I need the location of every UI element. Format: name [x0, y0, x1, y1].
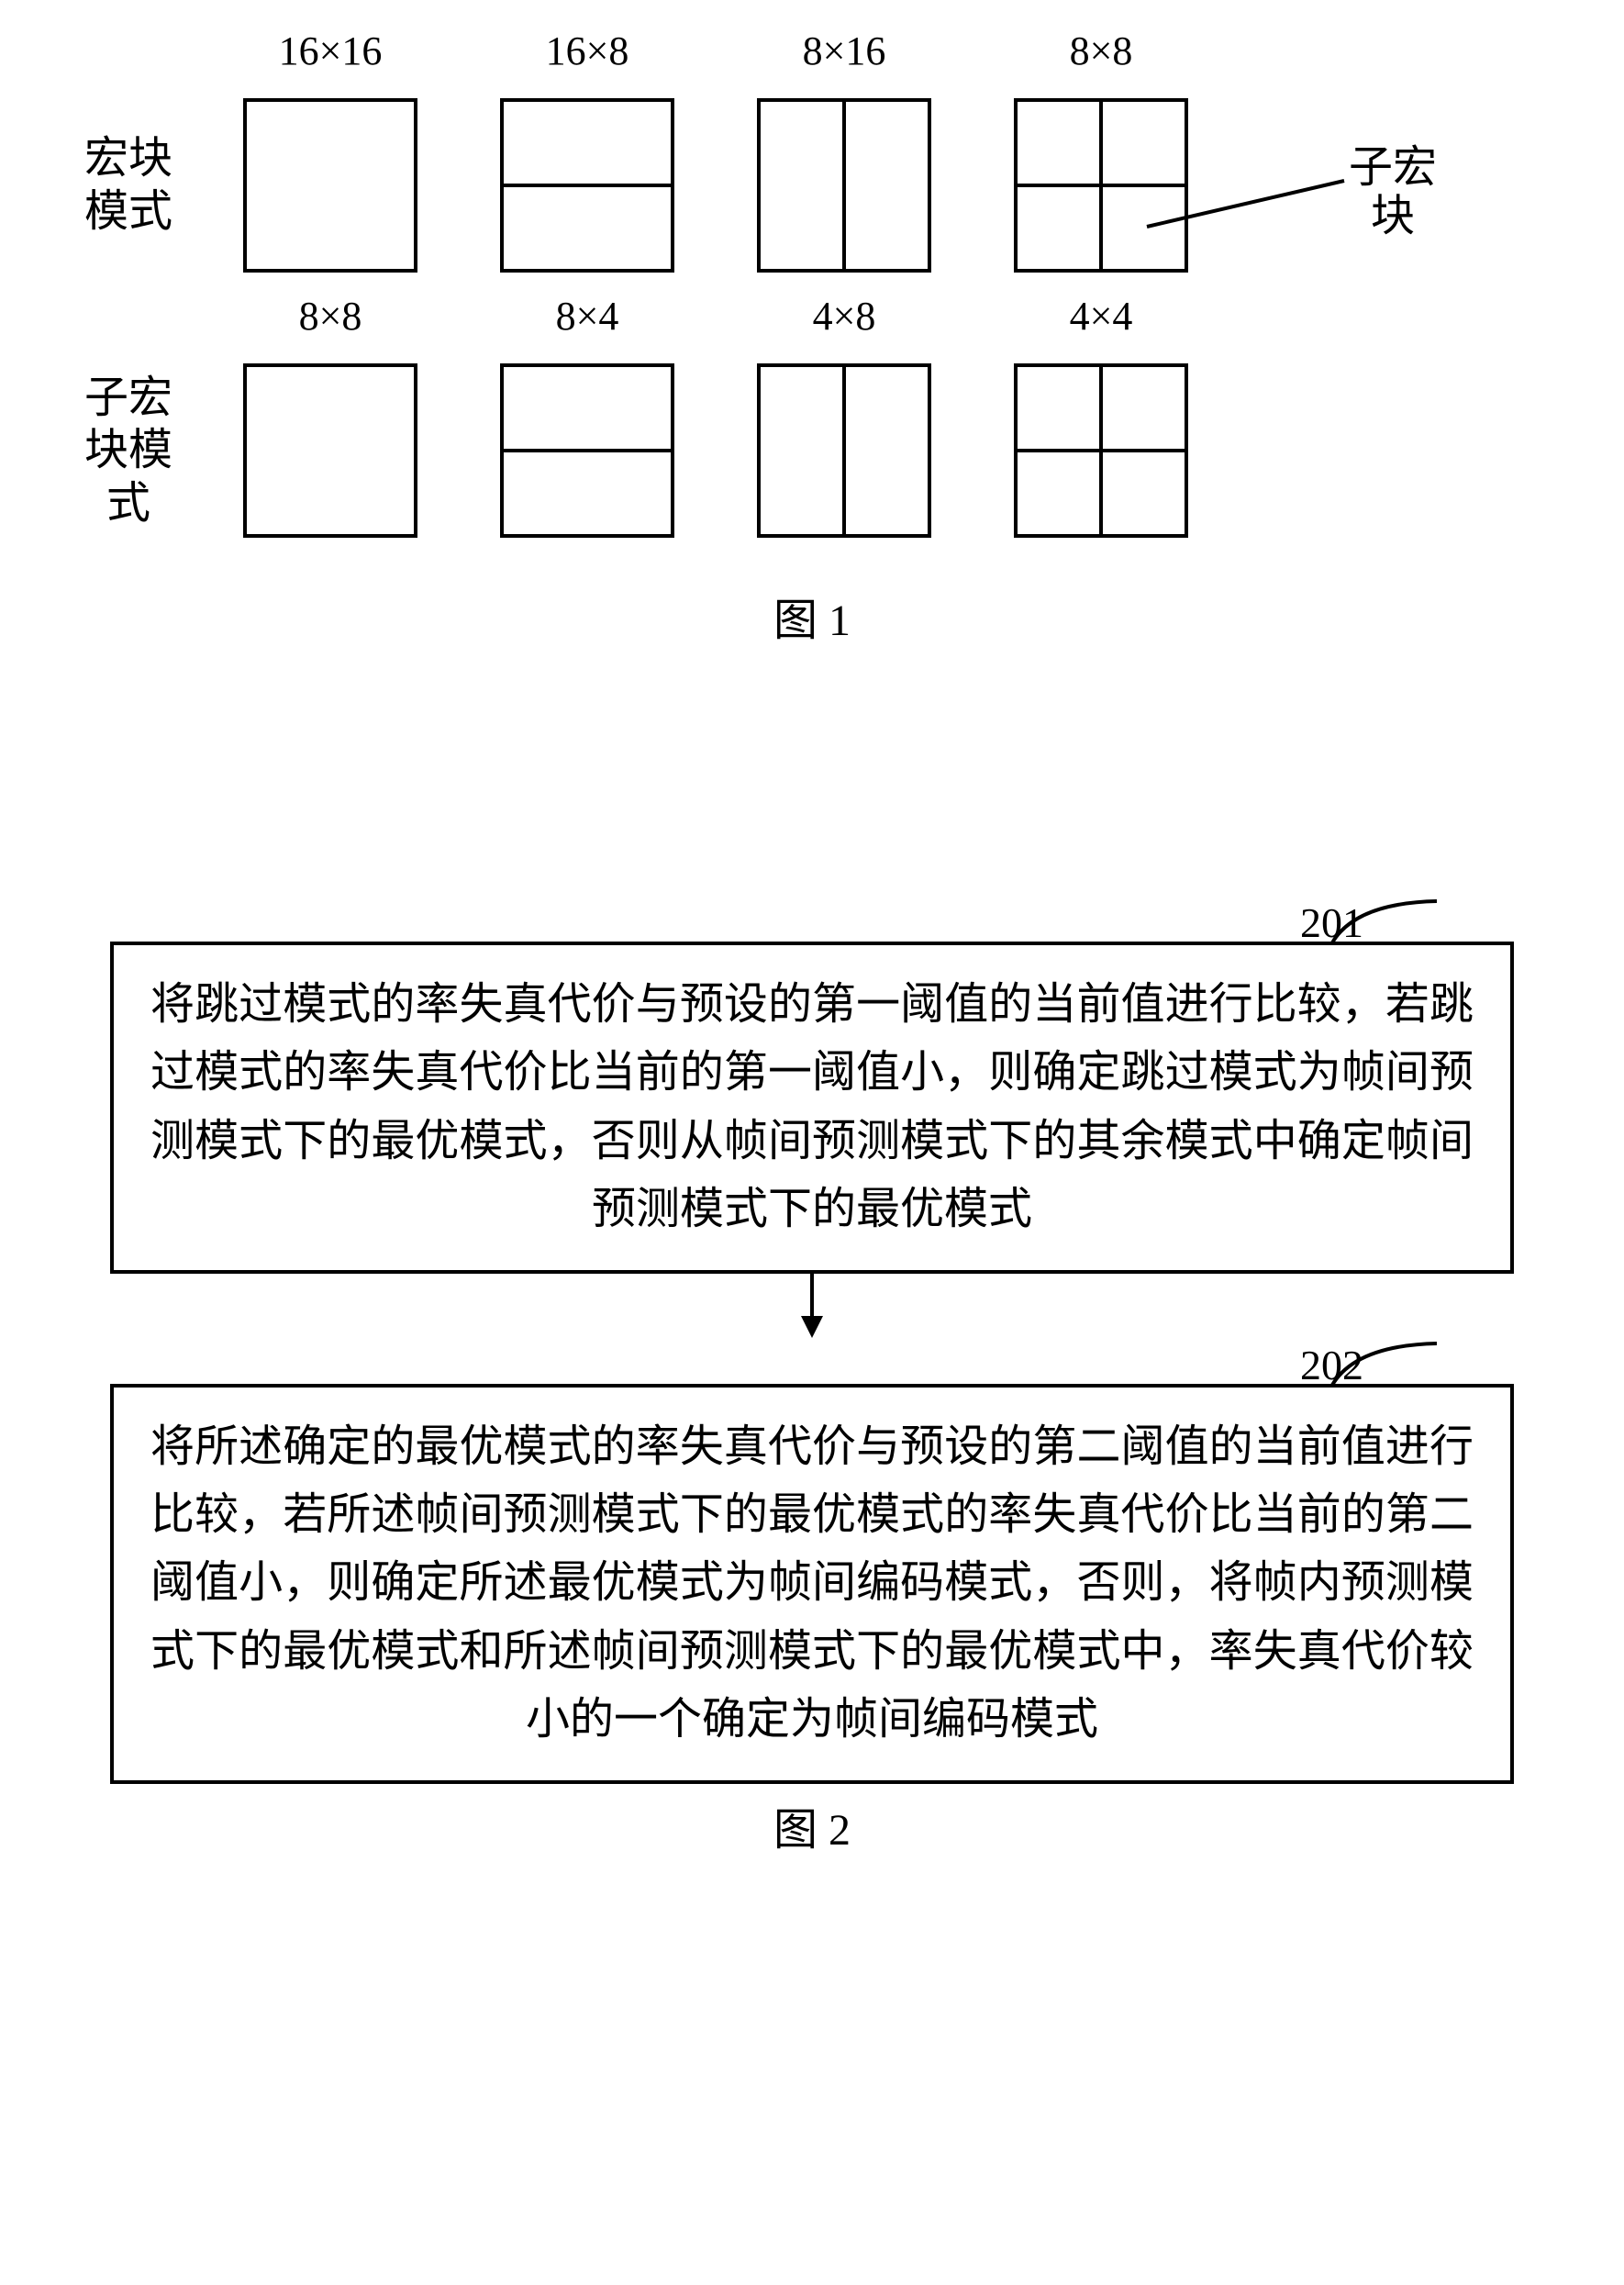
col-label-r1-0: 16×16: [202, 28, 459, 78]
block-r2-1: [500, 363, 674, 538]
arrow-201-202: [110, 1274, 1514, 1338]
col-label-r1-2: 8×16: [716, 28, 973, 78]
arrow-icon: [794, 1274, 830, 1338]
col-label-r1-1: 16×8: [459, 28, 716, 78]
callout-line: [1138, 89, 1358, 282]
callout: 子宏 块: [1229, 89, 1569, 282]
step-202-connector: [1327, 1336, 1474, 1388]
block-r2-2: [757, 363, 931, 538]
figure-2-caption: 图 2: [110, 1793, 1514, 1857]
col-label-r1-3: 8×8: [973, 28, 1229, 78]
figure-2: 201 将跳过模式的率失真代价与预设的第一阈值的当前值进行比较，若跳过模式的率失…: [55, 942, 1569, 1857]
col-label-r2-2: 4×8: [716, 293, 973, 343]
figure-1-caption: 图 1: [55, 584, 1569, 648]
block-r1-1: [500, 98, 674, 273]
row1-label: 宏块 模式: [55, 132, 202, 238]
callout-label: 子宏 块: [1349, 144, 1437, 241]
step-201: 201 将跳过模式的率失真代价与预设的第一阈值的当前值进行比较，若跳过模式的率失…: [110, 942, 1514, 1274]
step-201-connector: [1327, 894, 1474, 945]
step-202: 202 将所述确定的最优模式的率失真代价与预设的第二阈值的当前值进行比较，若所述…: [110, 1384, 1514, 1784]
step-202-text: 将所述确定的最优模式的率失真代价与预设的第二阈值的当前值进行比较，若所述帧间预测…: [150, 1422, 1474, 1744]
figure-1-grid: 16×16 16×8 8×16 8×8 宏块 模式 子宏 块 8×8 8×4 4…: [55, 28, 1569, 547]
block-r2-0: [243, 363, 417, 538]
block-r1-2: [757, 98, 931, 273]
step-201-text: 将跳过模式的率失真代价与预设的第一阈值的当前值进行比较，若跳过模式的率失真代价比…: [150, 980, 1474, 1233]
block-r2-3: [1014, 363, 1188, 538]
row2-label: 子宏 块模 式: [55, 372, 202, 530]
block-r1-0: [243, 98, 417, 273]
col-label-r2-1: 8×4: [459, 293, 716, 343]
col-label-r2-0: 8×8: [202, 293, 459, 343]
col-label-r2-3: 4×4: [973, 293, 1229, 343]
figure-1: 16×16 16×8 8×16 8×8 宏块 模式 子宏 块 8×8 8×4 4…: [55, 28, 1569, 648]
